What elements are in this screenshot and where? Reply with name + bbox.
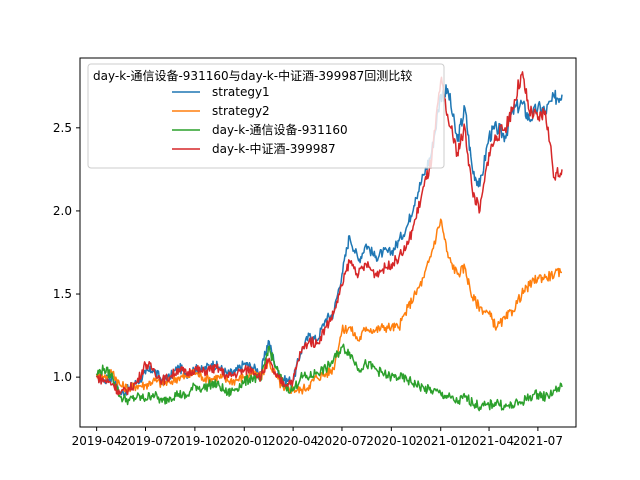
series-line-3 [96,343,563,412]
y-tick-label: 2.5 [53,121,72,135]
x-tick-label: 2020-10 [366,434,416,448]
x-tick-label: 2021-07 [513,434,563,448]
y-tick-label: 1.5 [53,287,72,301]
x-tick-label: 2019-04 [72,434,122,448]
legend-items: strategy1 strategy2 day-k-通信设备-931160 day-k… [172,85,348,156]
legend-label: strategy1 [212,85,270,99]
x-tick-label: 2019-07 [120,434,170,448]
x-tick-label: 2020-07 [317,434,367,448]
legend-label: strategy2 [212,104,270,118]
plot-area [79,57,577,428]
x-tick-label: 2020-01 [219,434,269,448]
series-layer [95,71,563,412]
legend-label: day-k-中证酒-399987 [212,141,336,156]
y-tick-label: 2.0 [53,204,72,218]
y-tick-label: 1.0 [53,370,72,384]
x-tick-label: 2019-10 [170,434,220,448]
legend-title: day-k-通信设备-931160与day-k-中证酒-399987回测比较 [93,68,412,83]
series-line-4 [96,71,563,396]
x-tick-label: 2021-01 [416,434,466,448]
series-line-2 [95,218,563,395]
legend: day-k-通信设备-931160与day-k-中证酒-399987回测比较 s… [87,63,445,169]
legend-box [87,63,445,169]
x-tick-label: 2020-04 [268,434,318,448]
legend-label: day-k-通信设备-931160 [212,123,348,137]
x-tick-label: 2021-04 [464,434,514,448]
